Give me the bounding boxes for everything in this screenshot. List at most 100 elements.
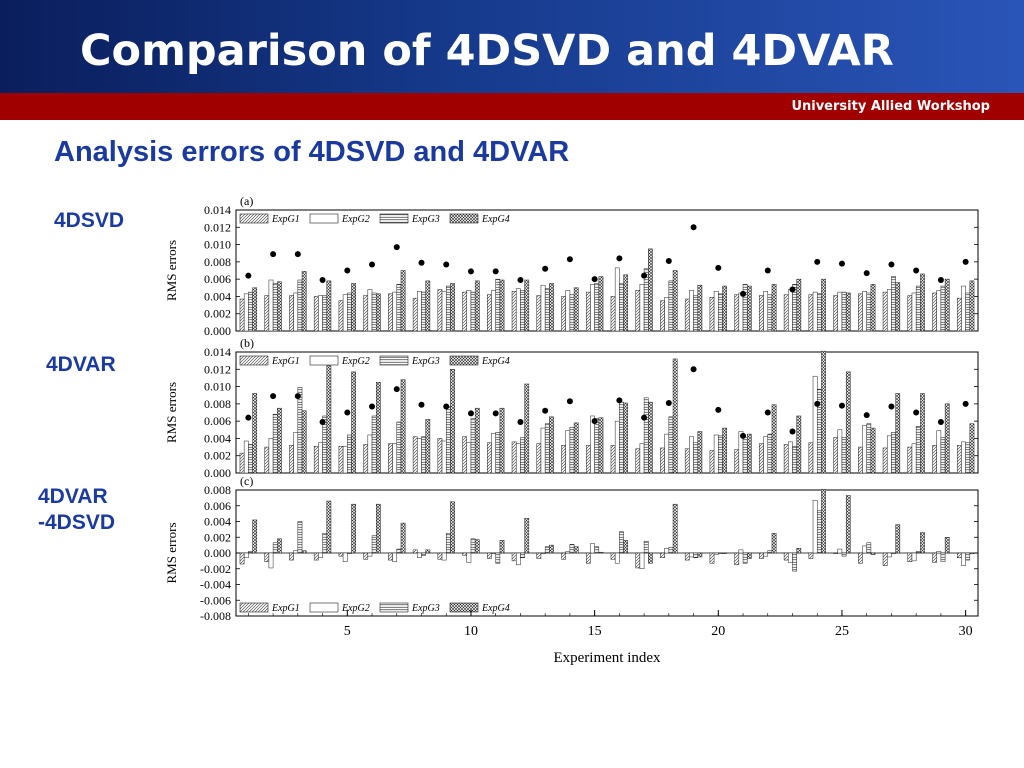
y-axis-label: RMS errors bbox=[164, 522, 179, 583]
bar-expg3 bbox=[742, 437, 748, 474]
bar-expg2 bbox=[515, 288, 521, 332]
bar-expg1 bbox=[907, 295, 913, 332]
data-point bbox=[641, 272, 648, 279]
y-tick-label: 0.012 bbox=[204, 220, 231, 234]
bar-expg2 bbox=[837, 429, 843, 474]
bar-expg2 bbox=[565, 551, 571, 554]
y-tick-label: 0.002 bbox=[204, 307, 231, 321]
bar-expg3 bbox=[816, 293, 822, 332]
legend: ExpG1 ExpG2 ExpG3 ExpG4 bbox=[239, 355, 510, 367]
data-point bbox=[863, 412, 870, 419]
bar-expg1 bbox=[511, 290, 517, 332]
bar-expg3 bbox=[668, 416, 674, 474]
bar-expg4 bbox=[796, 548, 802, 554]
bar-expg3 bbox=[347, 434, 352, 474]
bar-expg3 bbox=[619, 401, 624, 474]
bar-expg3 bbox=[421, 291, 426, 332]
bar-expg3 bbox=[322, 295, 328, 332]
data-point bbox=[888, 261, 895, 268]
bar-expg1 bbox=[635, 448, 641, 474]
bar-expg1 bbox=[858, 293, 863, 332]
plot-frame bbox=[235, 351, 979, 474]
data-point bbox=[690, 366, 697, 373]
bar-expg4 bbox=[895, 393, 901, 474]
series-expg4 bbox=[252, 248, 975, 332]
y-tick-label: 0.006 bbox=[204, 499, 231, 513]
bar-expg3 bbox=[594, 546, 600, 554]
data-point bbox=[838, 260, 845, 267]
series-expg3 bbox=[248, 510, 971, 572]
y-tick-label: 0.010 bbox=[204, 238, 231, 252]
bar-expg4 bbox=[326, 500, 332, 554]
bar-expg1 bbox=[882, 447, 888, 474]
bar-expg3 bbox=[272, 283, 278, 332]
data-point bbox=[393, 244, 400, 251]
bar-expg2 bbox=[689, 552, 694, 558]
bar-expg2 bbox=[639, 552, 645, 569]
bar-expg3 bbox=[445, 285, 451, 332]
bar-expg2 bbox=[392, 552, 398, 562]
data-point bbox=[814, 400, 821, 407]
rms-errors-figure: ExpG1 ExpG2 ExpG3 ExpG40.0000.0020.0040.006… bbox=[164, 194, 979, 666]
bar-expg1 bbox=[734, 552, 740, 566]
legend-entry-expg4: ExpG4 bbox=[481, 214, 510, 225]
bar-expg3 bbox=[767, 550, 773, 554]
bar-expg3 bbox=[544, 288, 550, 332]
bar-expg4 bbox=[722, 552, 727, 554]
bar-expg1 bbox=[956, 297, 962, 332]
bar-expg4 bbox=[969, 423, 975, 474]
bar-expg3 bbox=[915, 285, 921, 332]
bar-expg1 bbox=[956, 445, 962, 474]
bar-expg3 bbox=[915, 426, 921, 474]
bar-expg4 bbox=[697, 284, 703, 332]
bar-expg1 bbox=[808, 552, 814, 559]
bar-expg4 bbox=[450, 501, 455, 554]
bar-expg2 bbox=[367, 552, 373, 557]
bar-expg4 bbox=[301, 410, 307, 474]
bar-expg2 bbox=[614, 420, 620, 474]
bar-expg1 bbox=[289, 295, 294, 332]
data-point bbox=[566, 256, 573, 263]
bar-expg2 bbox=[515, 552, 521, 566]
bar-expg1 bbox=[635, 290, 641, 332]
data-point bbox=[270, 393, 277, 400]
bar-expg4 bbox=[375, 382, 381, 474]
bar-expg2 bbox=[837, 291, 843, 332]
bar-expg4 bbox=[277, 281, 282, 332]
y-tick-label: -0.006 bbox=[200, 593, 231, 607]
bar-expg1 bbox=[462, 436, 468, 474]
panel-label: (a) bbox=[240, 194, 253, 208]
bar-expg1 bbox=[313, 445, 319, 474]
bar-expg1 bbox=[956, 552, 962, 558]
bar-expg3 bbox=[940, 285, 946, 332]
bar-expg2 bbox=[961, 552, 966, 566]
bar-expg3 bbox=[371, 415, 377, 474]
x-axis-label: Experiment index bbox=[553, 650, 661, 666]
data-point bbox=[789, 428, 796, 435]
y-tick-label: 0.008 bbox=[204, 483, 231, 497]
bar-expg3 bbox=[940, 552, 946, 562]
data-point bbox=[665, 399, 672, 406]
bar-expg4 bbox=[549, 544, 554, 554]
bar-expg1 bbox=[462, 552, 468, 556]
bar-expg3 bbox=[272, 413, 278, 474]
legend-swatch-expg2 bbox=[309, 355, 339, 366]
bar-expg1 bbox=[388, 443, 393, 474]
bar-expg3 bbox=[619, 283, 624, 332]
series-expg3 bbox=[248, 268, 971, 332]
data-point bbox=[517, 419, 524, 426]
series-expg4 bbox=[252, 488, 975, 564]
bar-expg1 bbox=[684, 298, 690, 332]
bar-expg4 bbox=[499, 540, 505, 554]
legend-entry-expg1: ExpG1 bbox=[271, 603, 300, 614]
bar-expg4 bbox=[499, 279, 505, 332]
bar-expg3 bbox=[347, 292, 352, 332]
bar-expg4 bbox=[845, 292, 851, 332]
bar-expg3 bbox=[643, 397, 649, 474]
bar-expg3 bbox=[594, 283, 600, 332]
bar-expg1 bbox=[833, 295, 839, 332]
legend: ExpG1 ExpG2 ExpG3 ExpG4 bbox=[239, 602, 510, 614]
bar-expg4 bbox=[277, 407, 282, 474]
legend-swatch-expg1 bbox=[239, 355, 269, 366]
bar-expg1 bbox=[511, 552, 517, 562]
